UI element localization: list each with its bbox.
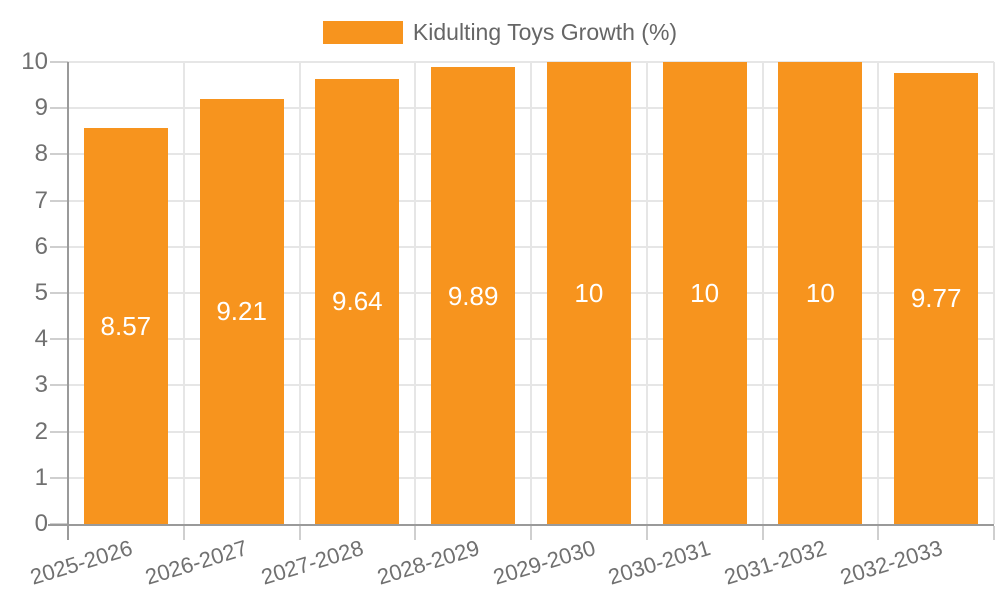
x-axis-tick-label: 2025-2026 <box>26 535 135 590</box>
legend-label: Kidulting Toys Growth (%) <box>412 19 678 45</box>
bar[interactable]: 10 <box>778 62 863 524</box>
x-axis-tick-label: 2028-2029 <box>374 535 483 590</box>
y-axis-line <box>67 62 69 540</box>
x-axis-tick <box>414 526 417 540</box>
bar-value-label: 10 <box>805 278 835 308</box>
bar-value-label: 9.21 <box>216 296 267 327</box>
x-axis-tick <box>761 526 764 540</box>
y-axis-tick <box>50 153 68 156</box>
y-axis-tick <box>50 107 68 110</box>
x-axis-tick <box>530 526 532 540</box>
bar[interactable]: 10 <box>662 62 747 524</box>
x-axis-tick-label: 2031-2032 <box>721 535 830 590</box>
y-axis-tick <box>50 199 68 202</box>
x-axis-tick <box>298 526 301 540</box>
x-axis-tick-label: 2032-2033 <box>837 535 946 590</box>
x-axis-tick <box>877 526 880 540</box>
y-axis-tick-label: 10 <box>21 48 48 75</box>
bar[interactable]: 9.77 <box>894 72 979 524</box>
x-axis-tick-label: 2029-2030 <box>489 535 598 590</box>
bar[interactable]: 9.89 <box>431 67 516 524</box>
y-axis-tick-label: 7 <box>34 186 48 214</box>
y-axis-tick <box>50 61 68 63</box>
y-axis-tick-label: 3 <box>34 371 48 399</box>
x-gridline <box>993 62 995 524</box>
x-gridline <box>530 62 532 524</box>
legend-swatch-icon <box>322 21 403 44</box>
x-gridline <box>298 62 301 524</box>
y-axis-tick-label: 1 <box>34 463 48 491</box>
y-axis-tick <box>50 338 68 341</box>
bar-value-label: 10 <box>574 278 604 308</box>
x-gridline <box>414 62 417 524</box>
bar-value-label: 9.64 <box>332 286 383 317</box>
y-axis-tick <box>50 430 68 433</box>
x-axis-tick-label: 2027-2028 <box>258 535 367 590</box>
bar-value-label: 8.57 <box>100 311 152 342</box>
x-axis-tick-label: 2026-2027 <box>142 535 251 590</box>
y-axis-tick-label: 6 <box>34 232 48 260</box>
bar-value-label: 9.77 <box>910 283 962 314</box>
bar-value-label: 10 <box>690 278 720 308</box>
x-axis-tick <box>993 526 995 540</box>
y-axis-tick <box>50 292 68 294</box>
bar[interactable]: 9.21 <box>199 98 284 524</box>
y-axis-tick-label: 8 <box>34 140 48 168</box>
bar[interactable]: 10 <box>546 62 631 524</box>
y-axis-tick-label: 0 <box>34 510 48 537</box>
x-axis-tick-label: 2030-2031 <box>605 535 714 590</box>
y-axis-tick-label: 5 <box>34 279 48 306</box>
y-axis-tick <box>50 245 68 248</box>
y-axis-tick-label: 2 <box>34 417 48 445</box>
y-axis-tick <box>50 384 68 387</box>
x-axis-line <box>48 524 994 526</box>
x-axis-tick <box>182 526 185 540</box>
legend[interactable]: Kidulting Toys Growth (%) <box>0 19 1000 46</box>
x-gridline <box>645 62 648 524</box>
bar[interactable]: 8.57 <box>83 128 168 524</box>
bar[interactable]: 9.64 <box>315 78 400 524</box>
x-gridline <box>877 62 880 524</box>
x-gridline <box>182 62 185 524</box>
y-axis-tick <box>50 476 68 479</box>
x-gridline <box>761 62 764 524</box>
y-axis-tick-label: 4 <box>34 325 48 353</box>
x-axis-tick <box>645 526 648 540</box>
bar-value-label: 9.89 <box>447 280 499 311</box>
y-axis-tick-label: 9 <box>34 94 48 122</box>
